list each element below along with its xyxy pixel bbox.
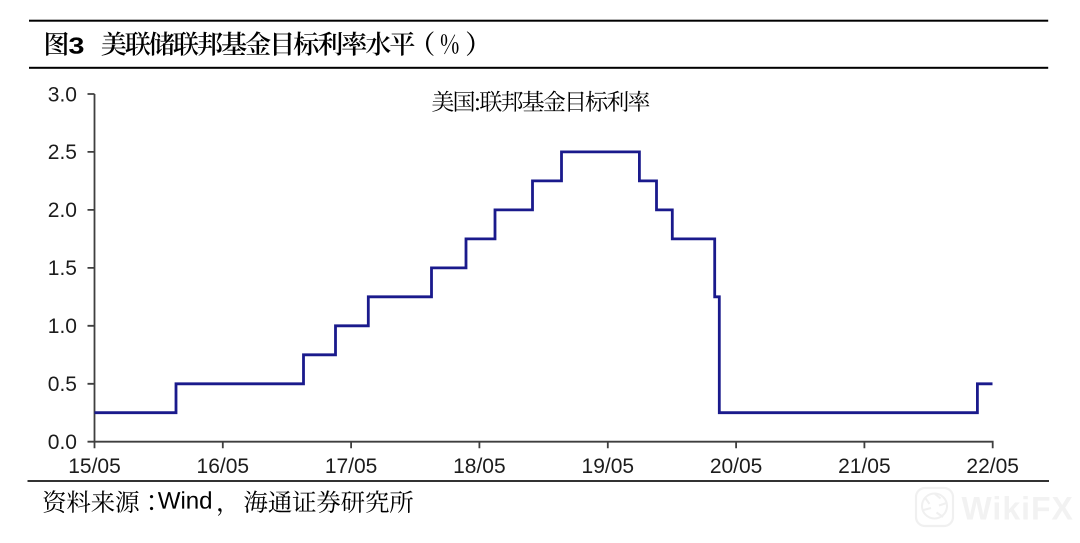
svg-text:0.0: 0.0 xyxy=(48,431,77,454)
svg-text:0.5: 0.5 xyxy=(48,373,77,396)
svg-text:18/05: 18/05 xyxy=(453,455,506,478)
svg-text:1.0: 1.0 xyxy=(48,315,77,338)
svg-text:19/05: 19/05 xyxy=(582,455,635,478)
svg-text:22/05: 22/05 xyxy=(966,455,1019,478)
svg-text:3.0: 3.0 xyxy=(48,83,77,106)
svg-text:20/05: 20/05 xyxy=(710,455,763,478)
svg-text:16/05: 16/05 xyxy=(197,455,250,478)
svg-text:17/05: 17/05 xyxy=(325,455,378,478)
svg-text:WikiFX: WikiFX xyxy=(962,491,1074,527)
svg-text:1.5: 1.5 xyxy=(48,257,77,280)
svg-text:15/05: 15/05 xyxy=(68,455,121,478)
svg-text:2.0: 2.0 xyxy=(48,199,77,222)
svg-text:21/05: 21/05 xyxy=(838,455,891,478)
svg-text:2.5: 2.5 xyxy=(48,141,77,164)
